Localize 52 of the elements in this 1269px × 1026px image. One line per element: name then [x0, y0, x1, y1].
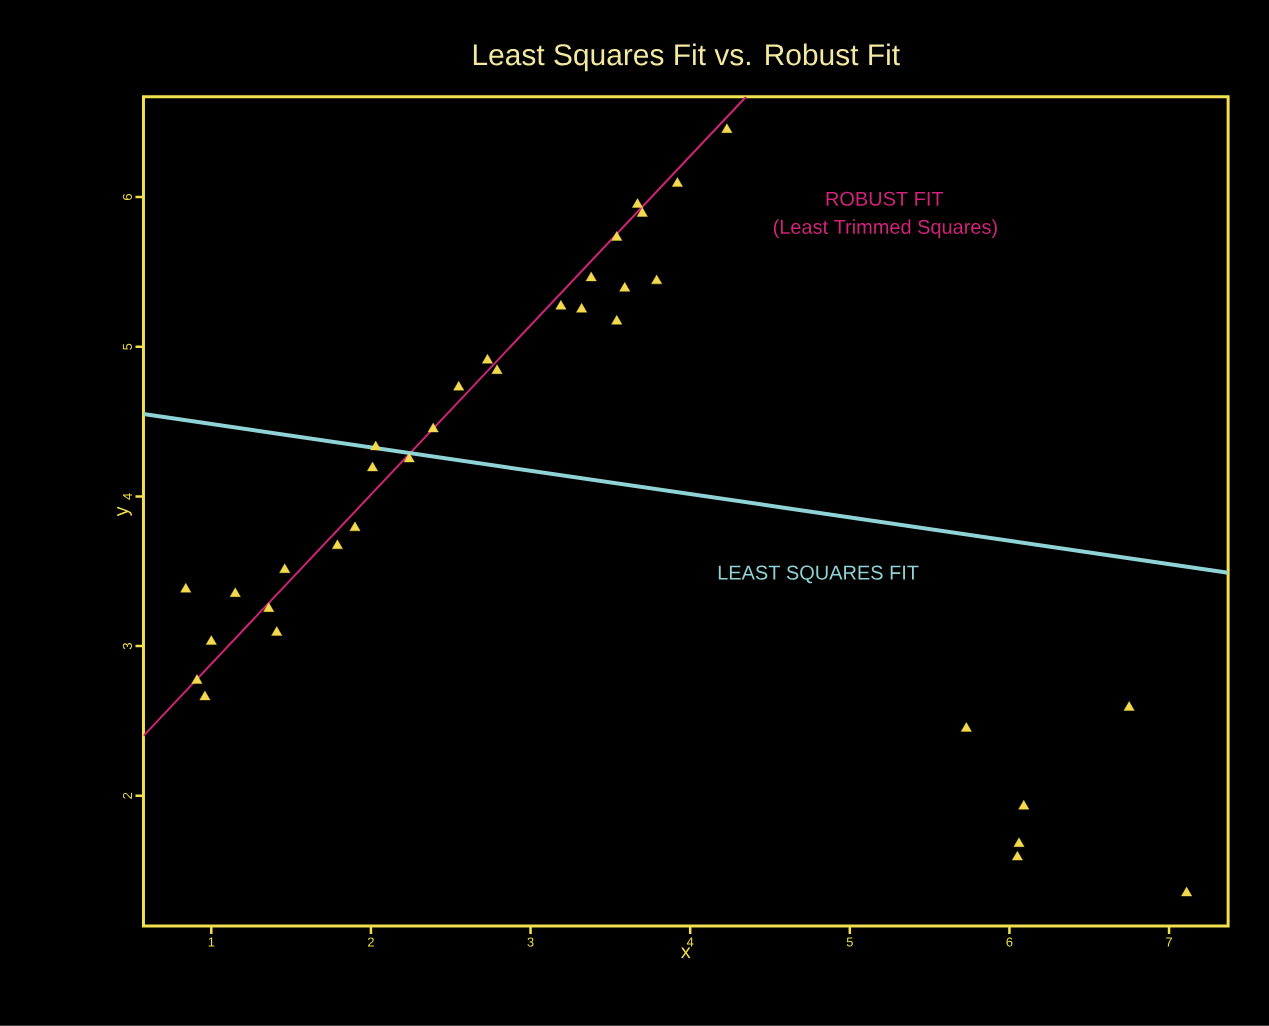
y-tick-label: 5	[122, 343, 132, 350]
point	[611, 315, 623, 325]
annotation: LEAST SQUARES FIT	[718, 565, 919, 584]
x-tick-label: 7	[1166, 937, 1173, 947]
point	[180, 583, 192, 593]
y-tick-label: 2	[122, 792, 132, 799]
x-tick-label: 2	[367, 937, 374, 947]
point	[1012, 851, 1023, 861]
point	[672, 177, 683, 187]
point	[482, 354, 493, 364]
point	[491, 364, 503, 374]
point	[191, 674, 203, 684]
point	[651, 274, 663, 285]
point	[370, 440, 382, 451]
point	[403, 452, 415, 463]
point	[453, 381, 465, 391]
annotation: (Least Trimmed Squares)	[773, 219, 997, 239]
point	[279, 563, 291, 574]
y-axis-title: y	[117, 506, 132, 517]
chart-title: Least Squares Fit vs. Robust Fit	[473, 43, 900, 72]
point	[721, 123, 733, 134]
point	[611, 231, 623, 241]
point	[585, 271, 597, 282]
point	[332, 539, 343, 550]
point	[636, 207, 648, 217]
point	[205, 635, 217, 645]
x-tick-label: 6	[1006, 937, 1013, 947]
point	[632, 198, 643, 208]
point	[367, 461, 378, 472]
x-tick-label: 5	[846, 937, 853, 947]
y-tick-label: 4	[123, 493, 132, 500]
point	[349, 521, 361, 532]
point	[555, 300, 567, 310]
point	[271, 626, 283, 636]
point	[1181, 886, 1192, 897]
y-tick-label: 3	[122, 643, 132, 650]
point	[199, 690, 211, 701]
y-tick-label: 6	[122, 194, 132, 201]
point	[619, 282, 631, 292]
point	[1013, 837, 1025, 847]
point	[1123, 701, 1135, 711]
x-axis-title: x	[681, 947, 691, 959]
point	[263, 602, 275, 612]
point	[576, 303, 588, 313]
point	[1018, 800, 1030, 810]
x-tick-label: 1	[208, 937, 215, 947]
point	[427, 422, 439, 433]
point	[229, 587, 241, 598]
x-tick-label: 3	[527, 937, 534, 947]
x-tick-label: 4	[686, 937, 694, 947]
annotation: ROBUST FIT	[826, 191, 944, 206]
point	[960, 722, 972, 732]
